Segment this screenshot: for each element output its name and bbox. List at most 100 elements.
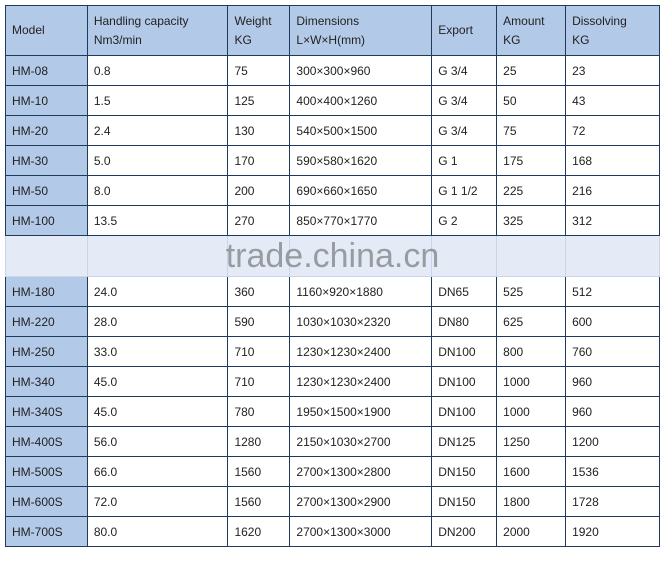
table-cell: DN65 — [431, 276, 498, 307]
header-label: KG — [503, 32, 521, 47]
table-cell: 80.0 — [86, 516, 229, 547]
table-cell: 360 — [227, 276, 291, 307]
table-cell: 130 — [227, 115, 291, 146]
table-cell: 850×770×1770 — [289, 205, 433, 236]
table-row: HM-600S 72.0 1560 2700×1300×2900 DN150 1800 17… — [5, 486, 660, 517]
table-cell: DN100 — [431, 336, 498, 367]
header-label: Dissolving — [572, 13, 627, 28]
table-cell: 710 — [227, 366, 291, 397]
table-cell — [496, 235, 567, 277]
table-cell: 75 — [227, 55, 291, 86]
column-header: Export — [431, 5, 498, 56]
table-cell: 1620 — [227, 516, 291, 547]
model-cell: HM-340S — [5, 396, 88, 427]
header-label: KG — [234, 32, 252, 47]
column-header: Handling capacity Nm3/min — [86, 5, 229, 56]
table-cell: 325 — [496, 205, 567, 236]
table-cell: 28.0 — [86, 306, 229, 337]
table-cell: 1230×1230×2400 — [289, 336, 433, 367]
table-cell: 175 — [496, 145, 567, 176]
table-cell: 25 — [496, 55, 567, 86]
table-cell: DN100 — [431, 366, 498, 397]
header-label: Nm3/min — [93, 32, 142, 47]
table-cell: 45.0 — [86, 366, 229, 397]
table-row: HM-700S 80.0 1620 2700×1300×3000 DN200 2000 19… — [5, 516, 660, 547]
table-cell: 2700×1300×2900 — [289, 486, 433, 517]
table-cell: 1200 — [565, 426, 660, 457]
table-cell — [289, 235, 433, 277]
table-cell: 1920 — [565, 516, 660, 547]
table-cell: 1280 — [227, 426, 291, 457]
table-cell: DN150 — [431, 486, 498, 517]
table-row: HM-30 5.0 170 590×580×1620 G 1 175 168 — [5, 145, 660, 176]
table-row: HM-10 1.5 125 400×400×1260 G 3/4 50 43 — [5, 85, 660, 116]
table-row: HM-340 45.0 710 1230×1230×2400 DN100 1000 960 — [5, 366, 660, 397]
table-cell: 1000 — [496, 366, 567, 397]
table-cell: 43 — [565, 85, 660, 116]
spec-table: Model Handling capacity Nm3/min Weight KG Dim… — [5, 5, 660, 547]
table-cell: 312 — [565, 205, 660, 236]
table-cell: 33.0 — [86, 336, 229, 367]
table-row — [5, 235, 660, 277]
table-row: HM-220 28.0 590 1030×1030×2320 DN80 625 600 — [5, 306, 660, 337]
table-cell: G 3/4 — [431, 55, 498, 86]
table-cell — [431, 235, 498, 277]
table-row: HM-400S 56.0 1280 2150×1030×2700 DN125 1250 12… — [5, 426, 660, 457]
model-cell: HM-600S — [5, 486, 88, 517]
table-cell: 600 — [565, 306, 660, 337]
table-cell: G 1 1/2 — [431, 175, 498, 206]
table-cell: 216 — [565, 175, 660, 206]
column-header: Dimensions L×W×H(mm) — [289, 5, 433, 56]
table-row: HM-50 8.0 200 690×660×1650 G 1 1/2 225 216 — [5, 175, 660, 206]
model-cell: HM-20 — [5, 115, 88, 146]
header-label: Export — [438, 23, 473, 37]
table-cell: 1536 — [565, 456, 660, 487]
table-cell: G 3/4 — [431, 85, 498, 116]
table-cell: 1030×1030×2320 — [289, 306, 433, 337]
table-cell: 2150×1030×2700 — [289, 426, 433, 457]
model-cell: HM-10 — [5, 85, 88, 116]
table-cell: 710 — [227, 336, 291, 367]
table-cell: 56.0 — [86, 426, 229, 457]
model-cell: HM-500S — [5, 456, 88, 487]
column-header: Dissolving KG — [565, 5, 660, 56]
table-row: HM-500S 66.0 1560 2700×1300×2800 DN150 1600 15… — [5, 456, 660, 487]
table-cell: 1.5 — [86, 85, 229, 116]
table-cell: 1560 — [227, 456, 291, 487]
table-cell: 690×660×1650 — [289, 175, 433, 206]
table-cell: 400×400×1260 — [289, 85, 433, 116]
table-cell: 540×500×1500 — [289, 115, 433, 146]
table-cell: G 1 — [431, 145, 498, 176]
table-cell: G 3/4 — [431, 115, 498, 146]
table-row: HM-20 2.4 130 540×500×1500 G 3/4 75 72 — [5, 115, 660, 146]
table-cell: G 2 — [431, 205, 498, 236]
table-cell: 800 — [496, 336, 567, 367]
model-cell: HM-400S — [5, 426, 88, 457]
header-label: KG — [572, 32, 590, 47]
table-cell: 5.0 — [86, 145, 229, 176]
table-cell: 45.0 — [86, 396, 229, 427]
table-cell: 1560 — [227, 486, 291, 517]
table-cell: 1000 — [496, 396, 567, 427]
table-cell: 590×580×1620 — [289, 145, 433, 176]
column-header: Amount KG — [496, 5, 567, 56]
table-cell: 1600 — [496, 456, 567, 487]
table-cell: DN80 — [431, 306, 498, 337]
header-row: Model Handling capacity Nm3/min Weight KG Dim… — [5, 5, 660, 56]
header-label: L×W×H(mm) — [296, 32, 366, 47]
table-cell: 0.8 — [86, 55, 229, 86]
table-cell: 512 — [565, 276, 660, 307]
table-cell: 200 — [227, 175, 291, 206]
table-cell: 625 — [496, 306, 567, 337]
table-cell: 168 — [565, 145, 660, 176]
model-cell: HM-50 — [5, 175, 88, 206]
table-cell: 1800 — [496, 486, 567, 517]
table-cell: DN200 — [431, 516, 498, 547]
table-cell: 960 — [565, 396, 660, 427]
table-cell: 300×300×960 — [289, 55, 433, 86]
table-cell: 1230×1230×2400 — [289, 366, 433, 397]
table-cell: 1728 — [565, 486, 660, 517]
header-label: Model — [12, 23, 45, 37]
table-cell — [86, 235, 229, 277]
table-cell: 50 — [496, 85, 567, 116]
